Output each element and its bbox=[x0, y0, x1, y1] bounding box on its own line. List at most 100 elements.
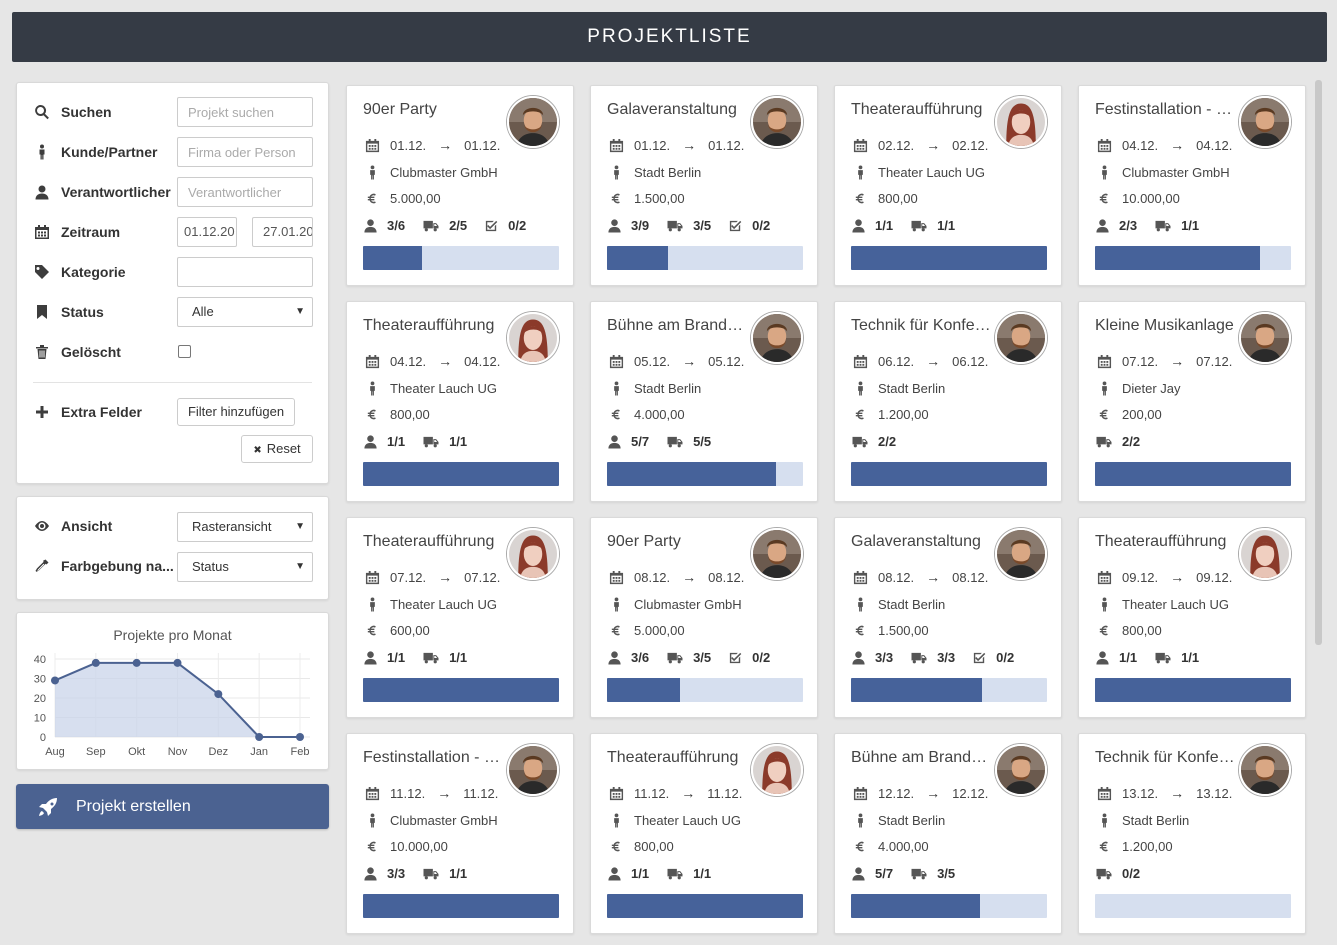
calendar-icon bbox=[365, 138, 379, 152]
vehicles-stat: 3/5 bbox=[666, 218, 711, 233]
project-title[interactable]: Galaveranstaltung bbox=[607, 101, 737, 118]
euro-icon bbox=[611, 625, 620, 635]
avatar bbox=[995, 528, 1047, 580]
project-card[interactable]: Bühne am Branden... 05.12. → 05.12. Stadt Be… bbox=[590, 301, 818, 502]
project-dates: 06.12. → 06.12. bbox=[851, 352, 988, 370]
project-customer: Clubmaster GmbH bbox=[1095, 163, 1230, 181]
project-dates: 07.12. → 07.12. bbox=[1095, 352, 1232, 370]
arrow-right-icon: → bbox=[1170, 137, 1185, 153]
date-from: 06.12. bbox=[878, 353, 915, 369]
status-select[interactable]: Alle ▼ bbox=[177, 297, 313, 327]
persons-value: 3/6 bbox=[387, 217, 406, 233]
person-icon bbox=[1101, 812, 1107, 828]
project-title[interactable]: Technik für Konfer... bbox=[1095, 749, 1235, 766]
project-title[interactable]: Theateraufführung bbox=[363, 317, 495, 334]
date-to: 13.12. bbox=[1196, 785, 1233, 801]
add-filter-button[interactable]: Filter hinzufügen bbox=[177, 398, 295, 426]
project-card[interactable]: Festinstallation - V... 11.12. → 11.12. Club… bbox=[346, 733, 574, 934]
project-title[interactable]: Kleine Musikanlage bbox=[1095, 317, 1234, 334]
project-title[interactable]: 90er Party bbox=[363, 101, 437, 118]
project-title[interactable]: Technik für Konfer... bbox=[851, 317, 991, 334]
avatar bbox=[751, 312, 803, 364]
project-title[interactable]: 90er Party bbox=[607, 533, 681, 550]
persons-value: 3/6 bbox=[631, 649, 650, 665]
project-title[interactable]: Bühne am Branden... bbox=[851, 749, 991, 766]
customer-name: Stadt Berlin bbox=[1122, 812, 1190, 828]
reset-button[interactable]: ✖ Reset bbox=[241, 435, 313, 463]
progress-bar bbox=[607, 246, 803, 270]
coloring-value: Status bbox=[192, 559, 229, 574]
project-amount: 800,00 bbox=[1095, 621, 1162, 639]
project-card[interactable]: Bühne am Branden... 12.12. → 12.12. Stadt Be… bbox=[834, 733, 1062, 934]
project-card[interactable]: Festinstallation - V... 04.12. → 04.12. Club… bbox=[1078, 85, 1306, 286]
vehicles-value: 3/5 bbox=[693, 649, 712, 665]
user-icon bbox=[364, 866, 377, 881]
project-title[interactable]: Galaveranstaltung bbox=[851, 533, 981, 550]
deleted-checkbox[interactable] bbox=[178, 345, 191, 358]
y-tick-label: 30 bbox=[34, 674, 46, 686]
customer-name: Clubmaster GmbH bbox=[390, 812, 498, 828]
project-card[interactable]: 90er Party 01.12. → 01.12. Clubmaster GmbH 5.… bbox=[346, 85, 574, 286]
arrow-right-icon: → bbox=[438, 569, 453, 585]
vehicles-stat: 5/5 bbox=[666, 434, 711, 449]
vehicles-value: 1/1 bbox=[449, 865, 468, 881]
euro-icon bbox=[855, 193, 864, 203]
progress-fill bbox=[1095, 246, 1260, 270]
project-title[interactable]: Festinstallation - V... bbox=[1095, 101, 1235, 118]
search-input[interactable] bbox=[177, 97, 313, 127]
scrollbar[interactable] bbox=[1315, 80, 1322, 645]
customer-name: Stadt Berlin bbox=[878, 812, 946, 828]
data-point bbox=[173, 658, 182, 667]
project-card[interactable]: Galaveranstaltung 08.12. → 08.12. Stadt Berl… bbox=[834, 517, 1062, 718]
project-title[interactable]: Theateraufführung bbox=[851, 101, 983, 118]
project-title[interactable]: Theateraufführung bbox=[607, 749, 739, 766]
category-input[interactable] bbox=[177, 257, 313, 287]
person-icon bbox=[613, 164, 619, 180]
project-card[interactable]: Galaveranstaltung 01.12. → 01.12. Stadt Berl… bbox=[590, 85, 818, 286]
period-to-input[interactable]: 27.01.20 bbox=[252, 217, 313, 247]
project-card[interactable]: Kleine Musikanlage 07.12. → 07.12. Dieter Ja… bbox=[1078, 301, 1306, 502]
date-from: 05.12. bbox=[634, 353, 671, 369]
calendar-icon bbox=[1097, 786, 1111, 800]
data-point bbox=[132, 658, 141, 667]
arrow-right-icon: → bbox=[438, 353, 453, 369]
amount-value: 5.000,00 bbox=[390, 190, 441, 206]
truck-icon bbox=[1096, 436, 1112, 447]
project-card[interactable]: Theateraufführung 07.12. → 07.12. Theater La… bbox=[346, 517, 574, 718]
project-title[interactable]: Festinstallation - V... bbox=[363, 749, 503, 766]
create-project-button[interactable]: Projekt erstellen bbox=[16, 784, 329, 829]
project-customer: Clubmaster GmbH bbox=[607, 595, 742, 613]
project-amount: 1.200,00 bbox=[1095, 837, 1173, 855]
avatar bbox=[751, 528, 803, 580]
project-card[interactable]: Theateraufführung 11.12. → 11.12. Theater La… bbox=[590, 733, 818, 934]
project-amount: 800,00 bbox=[363, 405, 430, 423]
date-from: 07.12. bbox=[390, 569, 427, 585]
progress-bar bbox=[607, 678, 803, 702]
project-card[interactable]: 90er Party 08.12. → 08.12. Clubmaster GmbH 5.… bbox=[590, 517, 818, 718]
project-card[interactable]: Theateraufführung 02.12. → 02.12. Theater La… bbox=[834, 85, 1062, 286]
view-mode-select[interactable]: Rasteransicht ▼ bbox=[177, 512, 313, 542]
project-card[interactable]: Technik für Konfer... 13.12. → 13.12. Stadt … bbox=[1078, 733, 1306, 934]
project-stats: 3/6 3/5 0/2 bbox=[607, 648, 787, 666]
calendar-icon bbox=[609, 138, 623, 152]
vehicles-stat: 1/1 bbox=[422, 434, 467, 449]
vehicles-value: 3/5 bbox=[937, 865, 956, 881]
project-title[interactable]: Theateraufführung bbox=[363, 533, 495, 550]
persons-value: 3/3 bbox=[875, 649, 894, 665]
project-card[interactable]: Theateraufführung 09.12. → 09.12. Theater La… bbox=[1078, 517, 1306, 718]
period-from-input[interactable]: 01.12.20 bbox=[177, 217, 237, 247]
vehicles-value: 1/1 bbox=[937, 217, 956, 233]
project-title[interactable]: Theateraufführung bbox=[1095, 533, 1227, 550]
coloring-select[interactable]: Status ▼ bbox=[177, 552, 313, 582]
responsible-input[interactable] bbox=[177, 177, 313, 207]
customer-input[interactable] bbox=[177, 137, 313, 167]
tasks-value: 0/2 bbox=[508, 217, 527, 233]
euro-icon bbox=[855, 841, 864, 851]
project-card[interactable]: Theateraufführung 04.12. → 04.12. Theater La… bbox=[346, 301, 574, 502]
truck-icon bbox=[667, 652, 683, 663]
project-amount: 1.200,00 bbox=[851, 405, 929, 423]
avatar bbox=[507, 96, 559, 148]
project-title[interactable]: Bühne am Branden... bbox=[607, 317, 747, 334]
person-icon bbox=[857, 596, 863, 612]
project-card[interactable]: Technik für Konfer... 06.12. → 06.12. Stadt … bbox=[834, 301, 1062, 502]
